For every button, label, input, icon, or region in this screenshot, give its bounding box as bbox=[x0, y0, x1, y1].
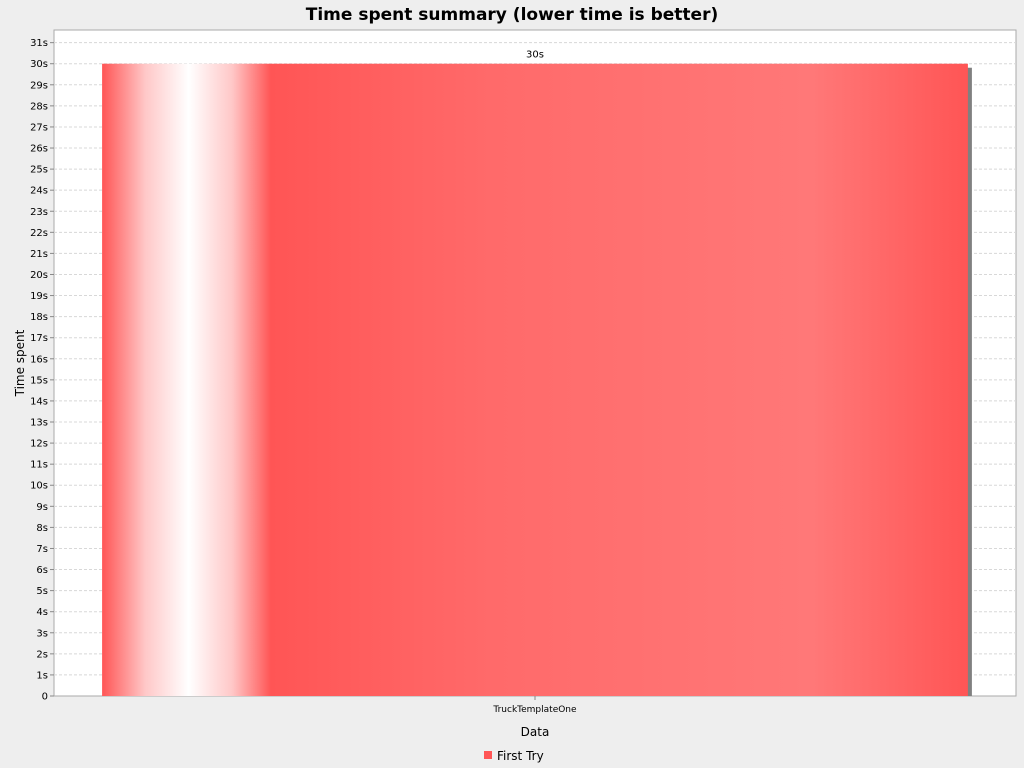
y-tick-label: 9s bbox=[36, 502, 48, 513]
y-tick-label: 29s bbox=[30, 80, 48, 91]
y-tick-label: 0 bbox=[42, 692, 48, 703]
y-tick-label: 5s bbox=[36, 586, 48, 597]
y-tick-label: 31s bbox=[30, 38, 48, 49]
x-tick-label: TruckTemplateOne bbox=[492, 705, 577, 715]
y-tick-label: 21s bbox=[30, 249, 48, 260]
x-axis-ticks: TruckTemplateOne bbox=[492, 696, 577, 715]
y-tick-label: 3s bbox=[36, 628, 48, 639]
y-tick-label: 23s bbox=[30, 207, 48, 218]
bar-first-try-TruckTemplateOne bbox=[102, 63, 968, 697]
y-tick-label: 24s bbox=[30, 186, 48, 197]
y-tick-label: 30s bbox=[30, 59, 48, 70]
y-tick-label: 16s bbox=[30, 354, 48, 365]
legend-swatch-first-try bbox=[484, 751, 492, 759]
y-tick-label: 20s bbox=[30, 270, 48, 281]
bar-value-label: 30s bbox=[526, 50, 544, 61]
y-tick-label: 15s bbox=[30, 375, 48, 386]
y-tick-label: 19s bbox=[30, 291, 48, 302]
legend: First Try bbox=[484, 749, 544, 763]
y-tick-label: 12s bbox=[30, 439, 48, 450]
y-axis-label: Time spent bbox=[13, 329, 27, 397]
y-tick-label: 22s bbox=[30, 228, 48, 239]
y-tick-label: 18s bbox=[30, 312, 48, 323]
y-tick-label: 17s bbox=[30, 333, 48, 344]
y-tick-label: 10s bbox=[30, 481, 48, 492]
y-tick-label: 7s bbox=[36, 544, 48, 555]
bars: 30s bbox=[102, 50, 972, 697]
legend-label-first-try: First Try bbox=[497, 749, 544, 763]
chart-title: Time spent summary (lower time is better… bbox=[306, 5, 718, 25]
y-tick-label: 14s bbox=[30, 396, 48, 407]
y-tick-label: 11s bbox=[30, 460, 48, 471]
y-tick-label: 26s bbox=[30, 144, 48, 155]
y-axis-ticks: 0 1s 2s 3s 4s 5s 6s 7s 8s 9s 10s 11s 12s 13s 14s 15s 16s… bbox=[30, 38, 54, 703]
y-tick-label: 8s bbox=[36, 523, 48, 534]
x-axis-label: Data bbox=[521, 725, 550, 739]
y-tick-label: 28s bbox=[30, 101, 48, 112]
y-tick-label: 4s bbox=[36, 607, 48, 618]
y-tick-label: 25s bbox=[30, 165, 48, 176]
y-tick-label: 27s bbox=[30, 122, 48, 133]
y-tick-label: 6s bbox=[36, 565, 48, 576]
y-tick-label: 13s bbox=[30, 418, 48, 429]
y-tick-label: 2s bbox=[36, 649, 48, 660]
y-tick-label: 1s bbox=[36, 670, 48, 681]
